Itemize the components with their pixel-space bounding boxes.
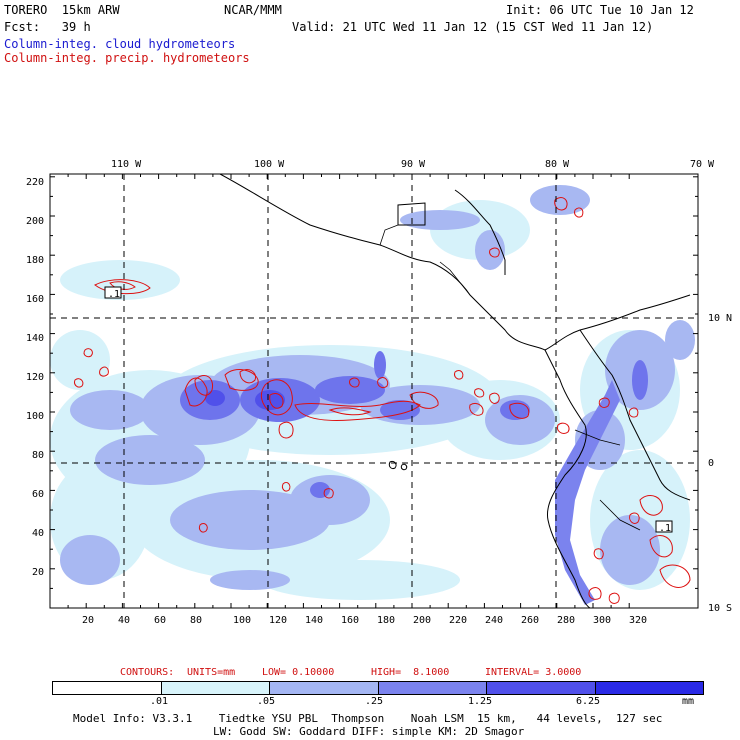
contour-label-box-2 bbox=[655, 520, 673, 533]
colorbar-unit: mm bbox=[682, 696, 695, 707]
colorbar-segment bbox=[595, 682, 703, 694]
top-lon-label-70w: 70 W bbox=[690, 159, 715, 170]
contours-interval: INTERVAL= 3.0000 bbox=[485, 667, 582, 678]
left-y-label: 200 bbox=[26, 216, 45, 227]
left-y-label: 40 bbox=[32, 528, 45, 539]
colorbar-tick: .01 bbox=[150, 696, 169, 707]
left-y-label: 140 bbox=[26, 333, 45, 344]
init-time: Init: 06 UTC Tue 10 Jan 12 bbox=[506, 3, 694, 17]
bottom-x-label: 280 bbox=[557, 615, 576, 626]
top-lon-label-110w: 110 W bbox=[111, 159, 142, 170]
left-y-label: 60 bbox=[32, 489, 45, 500]
coastlines bbox=[219, 174, 691, 608]
precip-field-label: Column-integ. precip. hydrometeors bbox=[4, 51, 250, 65]
colorbar-segment bbox=[161, 682, 270, 694]
left-y-label: 120 bbox=[26, 372, 45, 383]
left-y-label: 20 bbox=[32, 567, 45, 578]
bottom-x-label: 40 bbox=[118, 615, 131, 626]
colorbar-segment bbox=[487, 682, 596, 694]
bottom-x-label: 60 bbox=[154, 615, 167, 626]
right-lat-label-10n: 10 N bbox=[708, 313, 733, 324]
plot-frame bbox=[49, 173, 699, 609]
bottom-x-label: 220 bbox=[449, 615, 468, 626]
precip-contours bbox=[74, 197, 691, 604]
bottom-x-label: 240 bbox=[485, 615, 504, 626]
top-lon-label-80w: 80 W bbox=[545, 159, 570, 170]
org-label: NCAR/MMM bbox=[224, 3, 282, 17]
colorbar-segment bbox=[378, 682, 487, 694]
colorbar-tick: .25 bbox=[365, 696, 384, 707]
hydrometeor-field bbox=[50, 185, 695, 605]
right-lat-label-0: 0 bbox=[708, 458, 715, 469]
contours-high: HIGH= 8.1000 bbox=[371, 667, 450, 678]
model-title: TORERO 15km ARW bbox=[4, 3, 120, 17]
forecast-hour: Fcst: 39 h bbox=[4, 20, 91, 34]
bottom-x-label: 260 bbox=[521, 615, 540, 626]
colorbar-segment bbox=[270, 682, 379, 694]
colorbar-tick: .05 bbox=[257, 696, 276, 707]
contour-label-box-1 bbox=[104, 286, 122, 299]
colorbar-tick: 1.25 bbox=[468, 696, 493, 707]
bottom-x-label: 200 bbox=[413, 615, 432, 626]
left-y-label: 80 bbox=[32, 450, 45, 461]
contour-label-1: .1 bbox=[108, 289, 121, 300]
bottom-x-label: 100 bbox=[233, 615, 252, 626]
top-lon-label-100w: 100 W bbox=[254, 159, 285, 170]
right-lat-label-10s: 10 S bbox=[708, 603, 733, 614]
bottom-x-label: 300 bbox=[593, 615, 612, 626]
left-y-label: 100 bbox=[26, 411, 45, 422]
bottom-x-label: 20 bbox=[82, 615, 95, 626]
left-y-label: 160 bbox=[26, 294, 45, 305]
left-y-label: 220 bbox=[26, 177, 45, 188]
valid-time: Valid: 21 UTC Wed 11 Jan 12 (15 CST Wed … bbox=[292, 20, 654, 34]
top-lon-label-90w: 90 W bbox=[401, 159, 426, 170]
bottom-x-label: 140 bbox=[305, 615, 324, 626]
country-borders bbox=[379, 224, 641, 531]
bottom-x-label: 320 bbox=[629, 615, 648, 626]
contour-label-2: .1 bbox=[659, 523, 672, 534]
graticule bbox=[50, 174, 698, 608]
colorbar bbox=[52, 681, 704, 695]
contours-units: UNITS=mm bbox=[187, 667, 236, 678]
colorbar-tick: 6.25 bbox=[576, 696, 601, 707]
bottom-x-label: 160 bbox=[341, 615, 360, 626]
left-y-label: 180 bbox=[26, 255, 45, 266]
model-info-line1: Model Info: V3.3.1 Tiedtke YSU PBL Thomp… bbox=[73, 712, 663, 725]
axis-ticks bbox=[49, 174, 698, 609]
contours-low: LOW= 0.10000 bbox=[262, 667, 335, 678]
contours-label: CONTOURS: bbox=[120, 667, 175, 678]
bottom-x-label: 180 bbox=[377, 615, 396, 626]
cloud-field-label: Column-integ. cloud hydrometeors bbox=[4, 37, 236, 51]
colorbar-segment bbox=[53, 682, 162, 694]
bottom-x-label: 80 bbox=[190, 615, 203, 626]
bottom-x-label: 120 bbox=[269, 615, 288, 626]
model-info-line2: LW: Godd SW: Goddard DIFF: simple KM: 2D… bbox=[213, 725, 525, 738]
